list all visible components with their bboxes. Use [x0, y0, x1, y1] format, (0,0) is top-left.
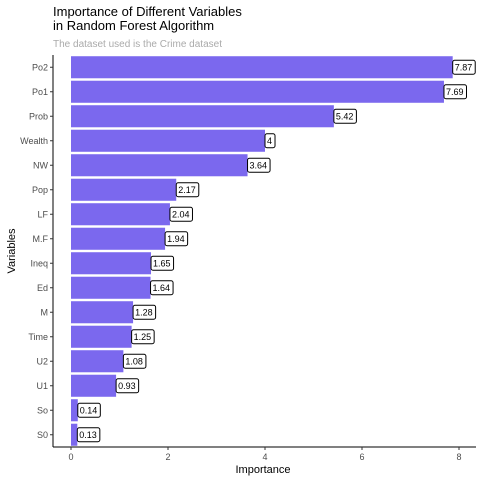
- data-label-text: 4: [267, 136, 272, 146]
- data-label: 4: [264, 133, 276, 149]
- y-tick-label: U2: [36, 356, 48, 366]
- bars-group: [71, 56, 453, 446]
- x-tick-label: 2: [165, 452, 170, 462]
- data-label-text: 1.08: [125, 356, 143, 366]
- x-ticks-group: 0 2 4 6 8: [68, 447, 462, 462]
- data-label: 2.17: [175, 182, 200, 198]
- data-label-text: 7.69: [446, 87, 464, 97]
- bar: [71, 276, 151, 299]
- y-tick-label: Po2: [32, 62, 48, 72]
- bar: [71, 325, 132, 348]
- data-label-text: 0.14: [80, 405, 98, 415]
- data-label: 1.25: [131, 329, 155, 345]
- x-tick-label: 0: [68, 452, 73, 462]
- data-label: 7.87: [452, 59, 476, 75]
- y-tick-label: Po1: [32, 87, 48, 97]
- bar: [71, 252, 152, 275]
- data-label: 5.42: [333, 108, 357, 124]
- data-label-box: [77, 402, 101, 418]
- bar: [71, 350, 124, 373]
- data-label: 1.65: [150, 255, 175, 271]
- data-label: 0.14: [77, 402, 101, 418]
- data-label-text: 2.17: [178, 185, 196, 195]
- data-label-box: [132, 304, 157, 320]
- bar: [71, 129, 265, 152]
- data-label: 0.93: [115, 378, 140, 394]
- data-label-box: [115, 378, 140, 394]
- y-tick-label: Ineq: [30, 258, 48, 268]
- data-label-box: [175, 182, 200, 198]
- data-label-box: [443, 84, 467, 100]
- data-label: 1.28: [132, 304, 157, 320]
- data-label-box: [164, 231, 189, 247]
- data-label-text: 1.94: [167, 234, 185, 244]
- y-tick-label: S0: [37, 430, 48, 440]
- x-axis-title: Importance: [235, 464, 290, 476]
- data-label-box: [131, 329, 155, 345]
- y-tick-label: U1: [36, 381, 48, 391]
- y-axis-title: Variables: [6, 228, 18, 274]
- data-label-box: [333, 108, 357, 124]
- data-label-text: 5.42: [336, 111, 354, 121]
- bar: [71, 203, 170, 226]
- chart-subtitle: The dataset used is the Crime dataset: [53, 39, 222, 50]
- data-label: 7.69: [443, 84, 467, 100]
- data-label: 0.13: [76, 427, 101, 443]
- data-label-text: 2.04: [172, 209, 190, 219]
- y-tick-label: So: [37, 405, 48, 415]
- data-label: 1.64: [150, 280, 174, 296]
- y-tick-label: Prob: [29, 111, 48, 121]
- data-label-text: 7.87: [455, 62, 473, 72]
- data-label-box: [169, 206, 193, 222]
- bar: [71, 423, 78, 446]
- bar: [71, 56, 453, 79]
- bar: [71, 227, 166, 250]
- bar: [71, 399, 78, 422]
- bar: [71, 154, 248, 177]
- data-label-text: 1.64: [153, 283, 171, 293]
- data-label-text: 1.28: [135, 307, 153, 317]
- y-tick-label: Pop: [32, 185, 48, 195]
- data-label-box: [76, 427, 101, 443]
- bar: [71, 80, 444, 103]
- y-tick-label: M.F: [33, 234, 49, 244]
- data-label-box: [122, 353, 147, 369]
- y-tick-label: Wealth: [20, 136, 48, 146]
- data-label-box: [247, 157, 271, 173]
- x-tick-label: 6: [359, 452, 364, 462]
- data-label: 3.64: [247, 157, 271, 173]
- chart-title: Importance of Different Variables in Ran…: [53, 4, 242, 33]
- bar: [71, 301, 134, 324]
- data-label-text: 0.13: [79, 430, 97, 440]
- y-tick-label: M: [41, 307, 49, 317]
- bar: [71, 178, 177, 201]
- data-label-box: [150, 255, 175, 271]
- y-tick-label: LF: [37, 209, 48, 219]
- bar: [71, 105, 334, 128]
- data-label-box: [452, 59, 476, 75]
- data-label-text: 1.65: [153, 258, 171, 268]
- data-label-text: 1.25: [134, 332, 152, 342]
- data-label-text: 3.64: [250, 160, 268, 170]
- data-label-text: 0.93: [118, 381, 136, 391]
- data-label: 2.04: [169, 206, 193, 222]
- x-tick-label: 8: [456, 452, 461, 462]
- x-tick-label: 4: [262, 452, 267, 462]
- y-ticks-group: Po2 Po1 Prob Wealth NW Pop LF M.F Ineq Ed M Time U2 U…: [20, 62, 53, 440]
- data-labels-group: 7.87 7.69 5.42 4 3.64 2.17 2.04 1.94 1.65 1.64 1.2…: [76, 59, 476, 443]
- y-tick-label: Time: [28, 332, 48, 342]
- y-tick-label: NW: [33, 160, 48, 170]
- bar: [71, 374, 117, 397]
- data-label-box: [264, 133, 276, 149]
- data-label-box: [150, 280, 174, 296]
- data-label: 1.08: [122, 353, 147, 369]
- data-label: 1.94: [164, 231, 189, 247]
- y-tick-label: Ed: [37, 283, 48, 293]
